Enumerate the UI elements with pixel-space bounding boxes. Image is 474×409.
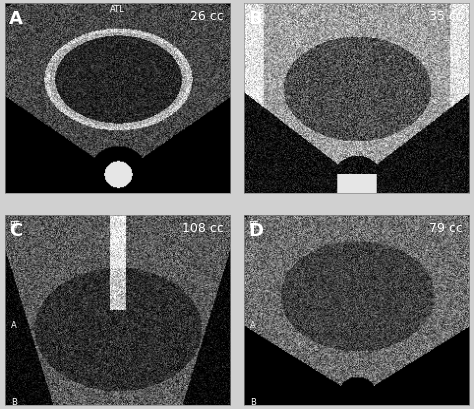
Text: C: C bbox=[9, 222, 22, 240]
Text: 108 cc: 108 cc bbox=[182, 222, 223, 234]
Text: ATL: ATL bbox=[110, 4, 125, 13]
Text: 79 cc: 79 cc bbox=[428, 222, 463, 234]
Text: 35 cc: 35 cc bbox=[428, 10, 463, 23]
Text: 26 cc: 26 cc bbox=[190, 10, 223, 23]
Text: A: A bbox=[9, 10, 23, 28]
Text: A: A bbox=[250, 320, 255, 329]
Text: B: B bbox=[248, 10, 262, 28]
Text: B: B bbox=[11, 398, 17, 406]
Text: D: D bbox=[248, 222, 263, 240]
Text: A: A bbox=[11, 320, 17, 329]
Text: RT: RT bbox=[247, 220, 258, 229]
Text: B: B bbox=[250, 398, 255, 406]
Text: RT: RT bbox=[9, 220, 19, 229]
